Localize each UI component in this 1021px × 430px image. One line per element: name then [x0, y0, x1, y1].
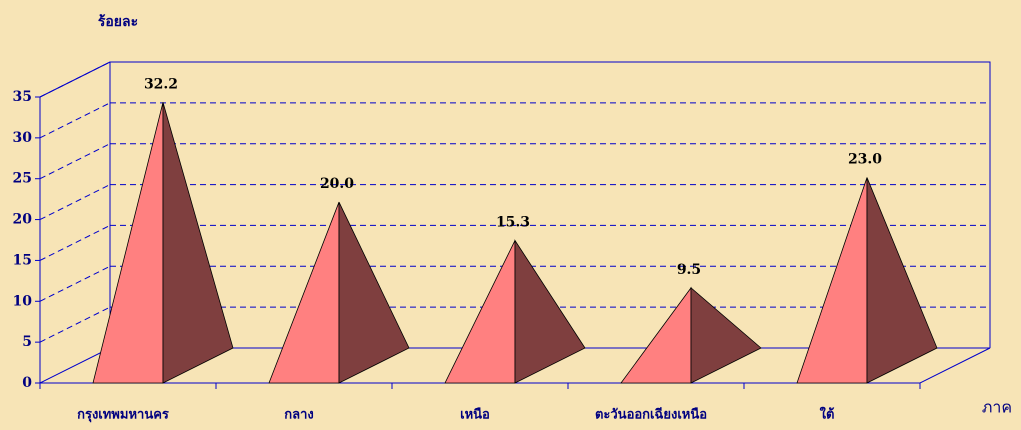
- grid-line: [39, 306, 111, 343]
- pyramid-left-face: [444, 240, 516, 384]
- y-tick-label: 25: [13, 171, 32, 187]
- x-tick-label: กรุงเทพมหานคร: [77, 408, 169, 423]
- value-label: 15.3: [496, 214, 530, 230]
- y-tick-label: 30: [13, 130, 33, 146]
- grid-line: [39, 143, 111, 180]
- pyramid-left-face: [620, 286, 692, 384]
- y-tick-label: 15: [13, 252, 32, 268]
- y-tick-label: 0: [22, 375, 32, 391]
- grid-line: [39, 184, 111, 221]
- grid-line: [39, 61, 111, 98]
- value-label: 32.2: [144, 76, 178, 92]
- y-tick-label: 5: [22, 334, 32, 350]
- grid-line: [39, 265, 111, 302]
- x-axis-label: ภาค: [982, 398, 1012, 417]
- value-label: 9.5: [677, 262, 701, 278]
- pyramid-right-face: [514, 239, 586, 384]
- x-tick-label: กลาง: [284, 408, 314, 423]
- x-tick-label: ตะวันออกเฉียงเหนือ: [595, 407, 707, 423]
- pyramid-right-face: [866, 177, 938, 384]
- grid-line: [39, 102, 111, 139]
- pyramid-left-face: [92, 102, 164, 384]
- value-label: 23.0: [848, 152, 882, 168]
- x-tick-label: เหนือ: [460, 407, 490, 423]
- pyramid-right-face: [338, 201, 410, 384]
- y-axis-label: ร้อยละ: [98, 14, 138, 30]
- pyramid-left-face: [796, 177, 868, 384]
- y-tick-label: 35: [13, 89, 32, 105]
- value-label: 20.0: [320, 176, 354, 192]
- pyramid-right-face: [690, 287, 762, 384]
- pyramid-left-face: [268, 201, 340, 384]
- pyramid-right-face: [162, 102, 234, 384]
- x-tick-label: ใต้: [820, 406, 835, 423]
- grid-line: [39, 224, 111, 261]
- y-tick-label: 10: [13, 293, 33, 309]
- y-tick-label: 20: [13, 212, 33, 228]
